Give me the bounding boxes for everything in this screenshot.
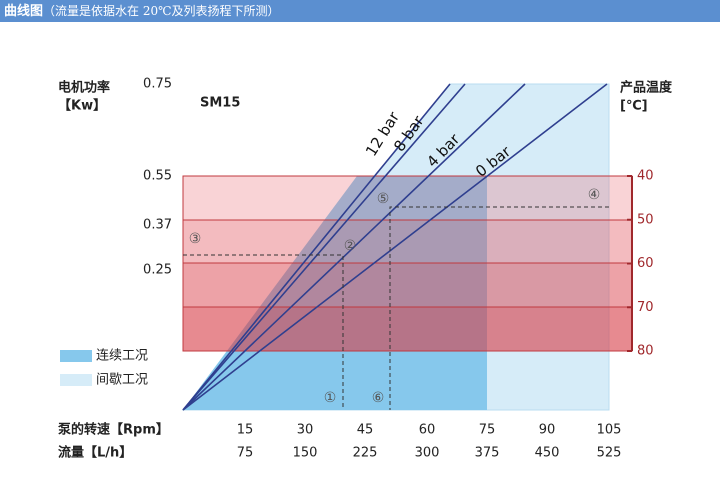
header-note: （流量是依据水在 20℃及列表扬程下所测）	[43, 4, 280, 18]
marker: ④	[588, 187, 601, 203]
row-value: 300	[415, 446, 440, 461]
row-value: 375	[475, 446, 500, 461]
row-label: 泵的转速【Rpm】	[58, 422, 169, 438]
temp-band	[182, 262, 633, 308]
right-tick-label: 50	[637, 212, 654, 227]
left-axis-title: 【Kw】	[58, 98, 106, 114]
left-axis-title: 电机功率	[58, 80, 110, 96]
marker: ⑤	[377, 191, 390, 207]
row-value: 75	[237, 446, 254, 461]
line-12bar	[182, 83, 451, 411]
pressure-lines	[182, 83, 608, 411]
right-axis-title: [℃]	[620, 99, 648, 114]
right-tick-label: 60	[637, 256, 654, 271]
line-8bar	[182, 83, 466, 411]
marker: ①	[324, 390, 337, 406]
row-value: 450	[535, 446, 560, 461]
line-0bar	[182, 83, 608, 411]
row-value: 60	[419, 423, 436, 438]
left-tick-label: 0.55	[143, 169, 172, 184]
row-value: 225	[353, 446, 378, 461]
temp-band	[182, 219, 633, 264]
row-value: 45	[357, 423, 374, 438]
left-tick-label: 0.25	[143, 263, 172, 278]
row-value: 105	[597, 423, 622, 438]
header-bar: 曲线图（流量是依据水在 20℃及列表扬程下所测）	[0, 0, 720, 22]
row-label: 流量【L/h】	[58, 445, 132, 461]
legend-label: 间歇工况	[96, 373, 148, 388]
right-tick-label: 70	[637, 300, 654, 315]
row-value: 15	[237, 423, 254, 438]
right-axis-title: 产品温度	[620, 80, 673, 96]
left-tick-label: 0.37	[143, 218, 172, 233]
model-label: SM15	[200, 96, 240, 111]
diagram: SM15 电机功率【Kw】 0.75 0.55 0.37 0.25 产品温度 [℃] 40 50…	[58, 77, 673, 461]
right-tick-label: 40	[637, 169, 654, 184]
right-tick-label: 80	[637, 344, 654, 359]
legend-swatch	[60, 374, 92, 386]
legend-label: 连续工况	[96, 348, 148, 364]
temp-band	[182, 175, 633, 221]
temp-band	[182, 306, 633, 352]
line-4bar	[182, 83, 526, 411]
row-value: 90	[539, 423, 556, 438]
header-title: 曲线图	[4, 4, 44, 19]
marker: ⑥	[372, 390, 385, 406]
marker: ③	[189, 231, 202, 247]
row-value: 150	[293, 446, 318, 461]
left-tick-label: 0.75	[143, 77, 172, 92]
legend-swatch	[60, 350, 92, 362]
marker: ②	[344, 238, 357, 254]
dashed-guides	[183, 206, 609, 410]
guide	[389, 206, 609, 410]
row-value: 75	[479, 423, 496, 438]
row-value: 525	[597, 446, 622, 461]
row-value: 30	[297, 423, 314, 438]
